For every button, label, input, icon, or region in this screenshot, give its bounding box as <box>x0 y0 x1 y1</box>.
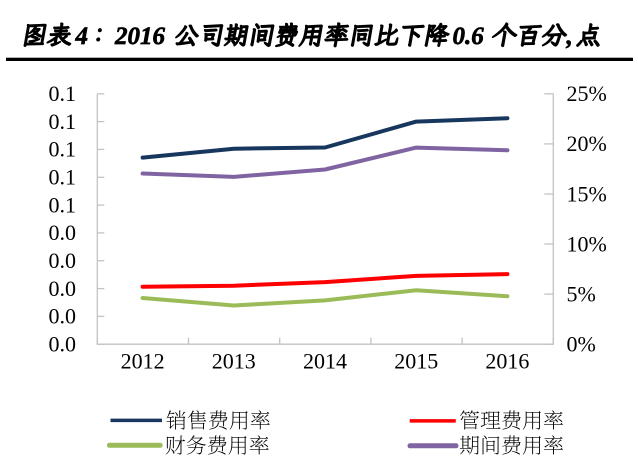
svg-text:2014: 2014 <box>303 348 347 373</box>
svg-text:0.1: 0.1 <box>49 81 77 106</box>
svg-text:0.1: 0.1 <box>49 165 77 190</box>
svg-text:2015: 2015 <box>394 348 438 373</box>
svg-text:5%: 5% <box>567 281 596 306</box>
svg-text:2013: 2013 <box>212 348 256 373</box>
svg-text:2016: 2016 <box>485 348 529 373</box>
svg-text:20%: 20% <box>567 131 607 156</box>
svg-text:2016: 2016 <box>114 23 166 50</box>
svg-text:0.6: 0.6 <box>453 23 485 50</box>
svg-text:0.1: 0.1 <box>49 109 77 134</box>
svg-text:0.1: 0.1 <box>49 137 77 162</box>
svg-text:0.0: 0.0 <box>49 248 77 273</box>
svg-text:0.0: 0.0 <box>49 332 77 357</box>
svg-text:10%: 10% <box>567 231 607 256</box>
svg-text:2012: 2012 <box>121 348 165 373</box>
svg-text:0.1: 0.1 <box>49 192 77 217</box>
svg-text:15%: 15% <box>567 181 607 206</box>
svg-text:0.0: 0.0 <box>49 276 77 301</box>
svg-text:0.0: 0.0 <box>49 220 77 245</box>
svg-text:0%: 0% <box>567 332 596 357</box>
svg-text:,: , <box>566 23 573 50</box>
svg-text:4: 4 <box>75 23 89 50</box>
svg-text:0.0: 0.0 <box>49 304 77 329</box>
svg-text:25%: 25% <box>567 81 607 106</box>
